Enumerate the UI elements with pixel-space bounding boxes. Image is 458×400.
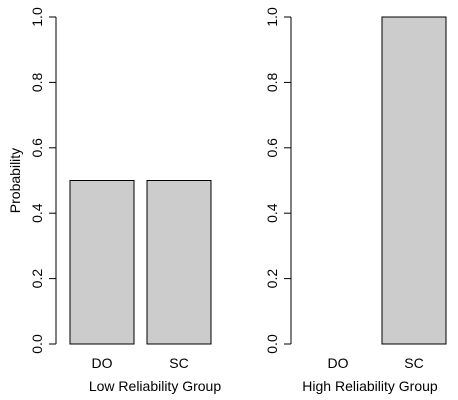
bar-sc: [146, 180, 212, 345]
y-tick-label: 0.6: [264, 138, 280, 158]
x-axis-title: High Reliability Group: [302, 378, 438, 394]
y-tick-label: 0.0: [29, 334, 45, 354]
bar-do: [69, 180, 135, 345]
y-axis-title: Probability: [7, 148, 23, 213]
y-tick-label: 0.2: [29, 269, 45, 289]
y-tick-label: 1.0: [29, 7, 45, 27]
y-tick-label: 1.0: [264, 7, 280, 27]
x-category-label: SC: [169, 355, 188, 371]
y-tick-label: 0.2: [264, 269, 280, 289]
y-tick-label: 0.4: [264, 203, 280, 223]
y-tick-label: 0.0: [264, 334, 280, 354]
y-tick-label: 0.6: [29, 138, 45, 158]
x-category-label: DO: [328, 355, 349, 371]
bar-sc: [381, 16, 447, 345]
y-tick-label: 0.8: [264, 72, 280, 92]
y-tick-label: 0.4: [29, 203, 45, 223]
x-category-label: DO: [92, 355, 113, 371]
y-tick-label: 0.8: [29, 72, 45, 92]
x-category-label: SC: [404, 355, 423, 371]
chart-panel-high-reliability: 0.0 0.2 0.4 0.6 0.8 1.0 DO SC High Reliability G…: [264, 7, 447, 394]
chart-panel-low-reliability: 0.0 0.2 0.4 0.6 0.8 1.0 DO SC Low Reliability Gr…: [7, 7, 221, 394]
x-axis-title: Low Reliability Group: [89, 378, 221, 394]
